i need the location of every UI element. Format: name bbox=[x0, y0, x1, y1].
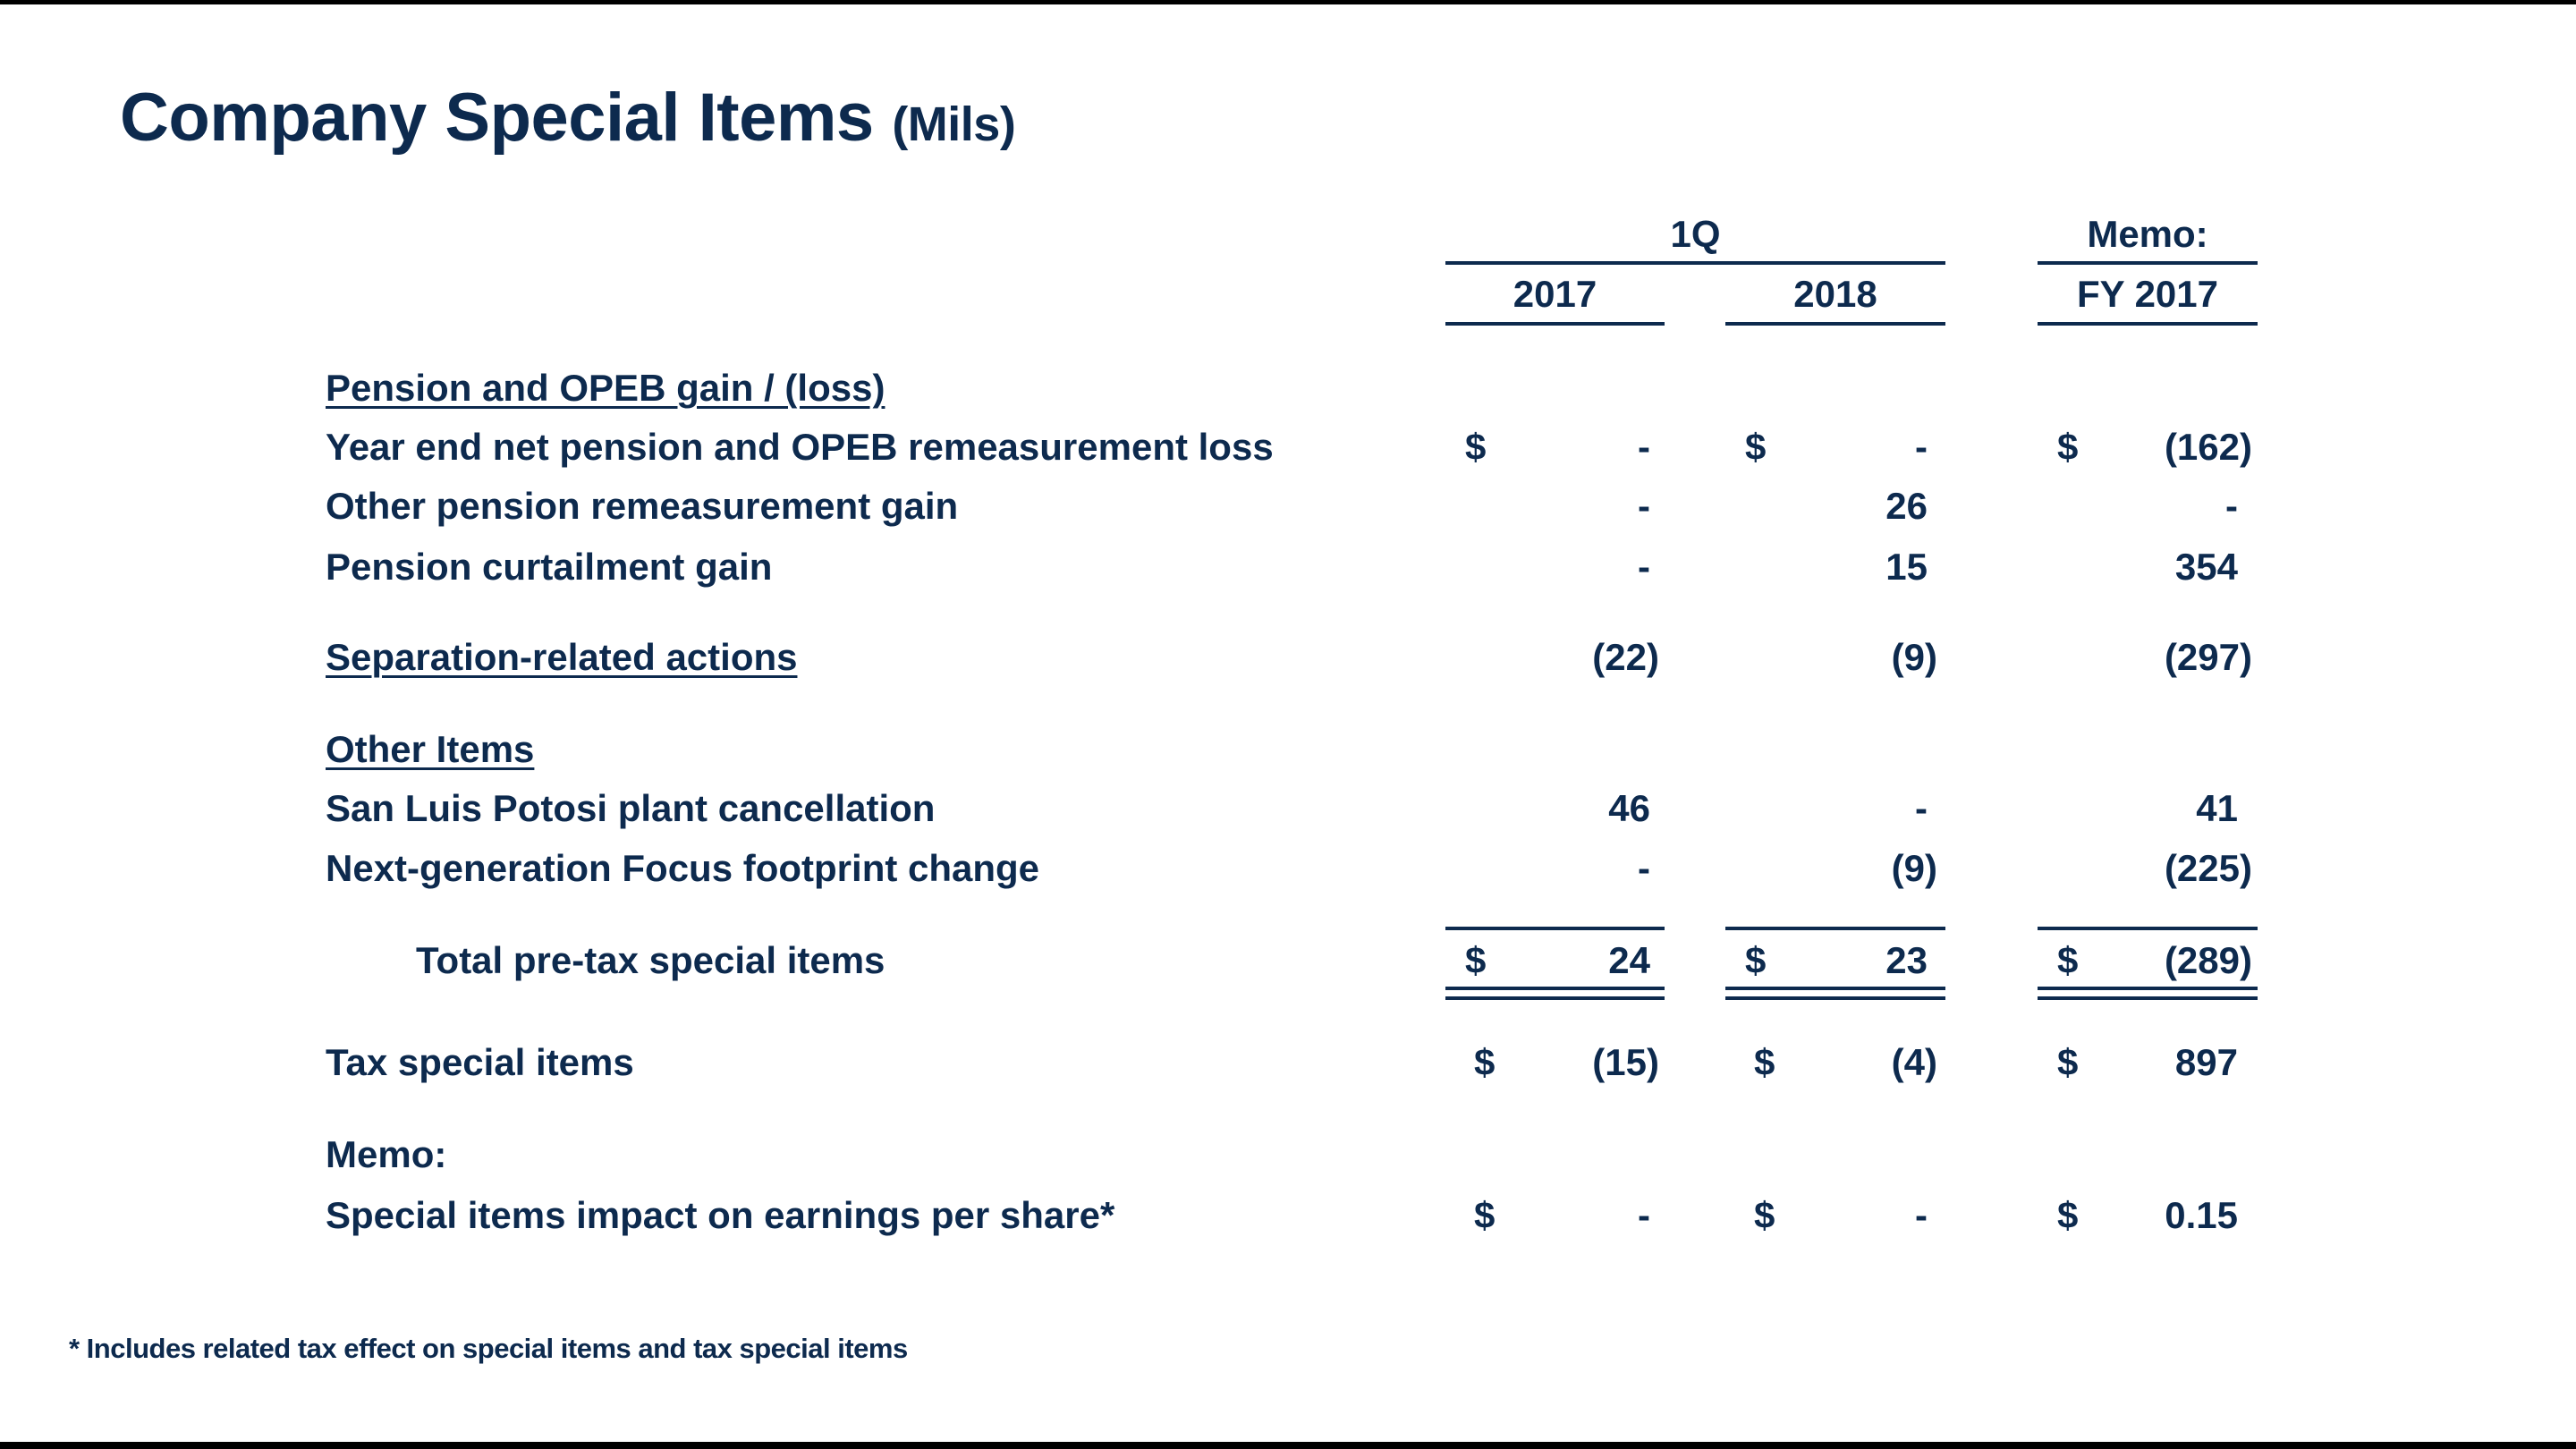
total-double-rule-fy2017 bbox=[2038, 996, 2258, 1000]
section-heading-pension: Pension and OPEB gain / (loss) bbox=[326, 367, 886, 409]
title-unit: (Mils) bbox=[892, 97, 1016, 151]
total-top-rule-fy2017 bbox=[2038, 927, 2258, 930]
value-2018: 15 bbox=[1885, 546, 1928, 588]
currency-symbol: $ bbox=[1465, 939, 1487, 981]
total-double-rule-2017 bbox=[1445, 987, 1665, 990]
title-main: Company Special Items bbox=[120, 80, 874, 156]
value-2017: - bbox=[1638, 847, 1650, 889]
currency-symbol: $ bbox=[1754, 1041, 1775, 1083]
value-fy2017: (225) bbox=[2164, 847, 2252, 889]
value-2017: - bbox=[1638, 426, 1650, 468]
header-memo-rule bbox=[2038, 261, 2258, 265]
top-border bbox=[0, 0, 2576, 4]
row-label: Next-generation Focus footprint change bbox=[326, 847, 1040, 889]
value-2017: - bbox=[1638, 485, 1650, 527]
currency-symbol: $ bbox=[1474, 1194, 1496, 1236]
row-label: Other pension remeasurement gain bbox=[326, 485, 959, 527]
total-row-label: Total pre-tax special items bbox=[416, 939, 886, 981]
section-heading-other: Other Items bbox=[326, 728, 535, 770]
currency-symbol: $ bbox=[1754, 1194, 1775, 1236]
total-double-rule-2017 bbox=[1445, 996, 1665, 1000]
total-value-2018: 23 bbox=[1885, 939, 1928, 981]
column-rule-fy2017 bbox=[2038, 322, 2258, 326]
currency-symbol: $ bbox=[1465, 426, 1487, 468]
value-2018: (9) bbox=[1891, 636, 1937, 678]
value-2018: - bbox=[1915, 1194, 1928, 1236]
total-double-rule-2018 bbox=[1725, 996, 1945, 1000]
column-header-2017: 2017 bbox=[1513, 273, 1597, 315]
header-1q-rule bbox=[1445, 261, 1945, 265]
section-heading-separation: Separation-related actions bbox=[326, 636, 798, 678]
currency-symbol: $ bbox=[2057, 1041, 2079, 1083]
currency-symbol: $ bbox=[2057, 1194, 2079, 1236]
total-double-rule-2018 bbox=[1725, 987, 1945, 990]
total-top-rule-2017 bbox=[1445, 927, 1665, 930]
total-double-rule-fy2017 bbox=[2038, 987, 2258, 990]
section-heading-memo: Memo: bbox=[326, 1133, 447, 1175]
column-rule-2017 bbox=[1445, 322, 1665, 326]
value-fy2017: (162) bbox=[2164, 426, 2252, 468]
value-fy2017: 897 bbox=[2174, 1041, 2238, 1083]
value-2017: - bbox=[1638, 1194, 1650, 1236]
row-label: Pension curtailment gain bbox=[326, 546, 773, 588]
row-label: Tax special items bbox=[326, 1041, 634, 1083]
value-2018: (9) bbox=[1891, 847, 1937, 889]
currency-symbol: $ bbox=[1745, 426, 1767, 468]
column-header-fy2017: FY 2017 bbox=[2076, 273, 2218, 315]
value-2017: 46 bbox=[1608, 787, 1650, 829]
value-fy2017: (297) bbox=[2164, 636, 2252, 678]
value-fy2017: 41 bbox=[2196, 787, 2238, 829]
total-value-2017: 24 bbox=[1608, 939, 1650, 981]
value-2018: - bbox=[1915, 426, 1928, 468]
bottom-border bbox=[0, 1442, 2576, 1449]
value-2017: - bbox=[1638, 546, 1650, 588]
total-top-rule-2018 bbox=[1725, 927, 1945, 930]
column-rule-2018 bbox=[1725, 322, 1945, 326]
value-fy2017: 0.15 bbox=[2165, 1194, 2238, 1236]
header-1q: 1Q bbox=[1670, 213, 1721, 255]
currency-symbol: $ bbox=[2057, 426, 2079, 468]
value-2018: 26 bbox=[1885, 485, 1928, 527]
currency-symbol: $ bbox=[2057, 939, 2079, 981]
page-title: Company Special Items (Mils) bbox=[120, 79, 1016, 157]
currency-symbol: $ bbox=[1474, 1041, 1496, 1083]
row-label: San Luis Potosi plant cancellation bbox=[326, 787, 936, 829]
value-fy2017: 354 bbox=[2174, 546, 2238, 588]
header-memo: Memo: bbox=[2087, 213, 2208, 255]
value-fy2017: - bbox=[2225, 485, 2238, 527]
row-label: Year end net pension and OPEB remeasurem… bbox=[326, 426, 1274, 468]
row-label: Special items impact on earnings per sha… bbox=[326, 1194, 1115, 1236]
column-header-2018: 2018 bbox=[1793, 273, 1877, 315]
currency-symbol: $ bbox=[1745, 939, 1767, 981]
total-value-fy2017: (289) bbox=[2164, 939, 2252, 981]
value-2017: (22) bbox=[1592, 636, 1659, 678]
value-2017: (15) bbox=[1592, 1041, 1659, 1083]
value-2018: - bbox=[1915, 787, 1928, 829]
footnote: * Includes related tax effect on special… bbox=[69, 1333, 908, 1364]
value-2018: (4) bbox=[1891, 1041, 1937, 1083]
